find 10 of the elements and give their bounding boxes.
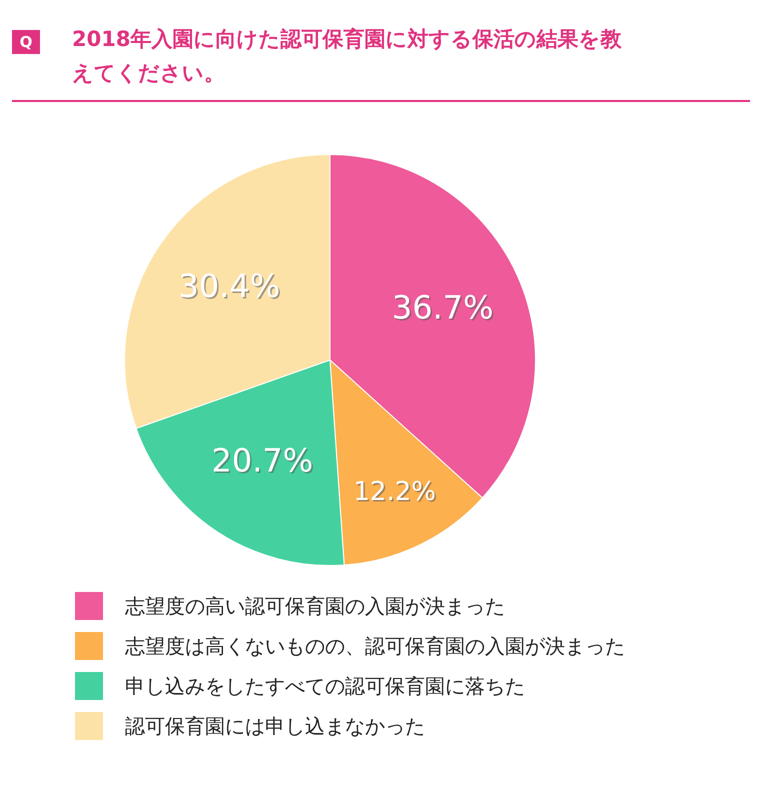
- data-label: 36.7%: [393, 290, 496, 328]
- data-label: 30.4%: [180, 268, 282, 307]
- data-label: 20.7%: [212, 442, 315, 481]
- text: Q: [12, 30, 40, 54]
- legend-label: 認可保育園には申し込まなかった: [125, 713, 426, 740]
- data-label: 12.2%: [354, 478, 438, 508]
- legend-label: 志望度は高くないものの、認可保育園の入園が決まった: [125, 633, 626, 660]
- chart-title: 2018年入園に向けた認可保育園に対する保活の結果を教えてください。: [72, 26, 622, 87]
- legend-label: 申し込みをしたすべての認可保育園に落ちた: [125, 673, 526, 700]
- legend-label: 志望度の高い認可保育園の入園が決まった: [125, 593, 506, 620]
